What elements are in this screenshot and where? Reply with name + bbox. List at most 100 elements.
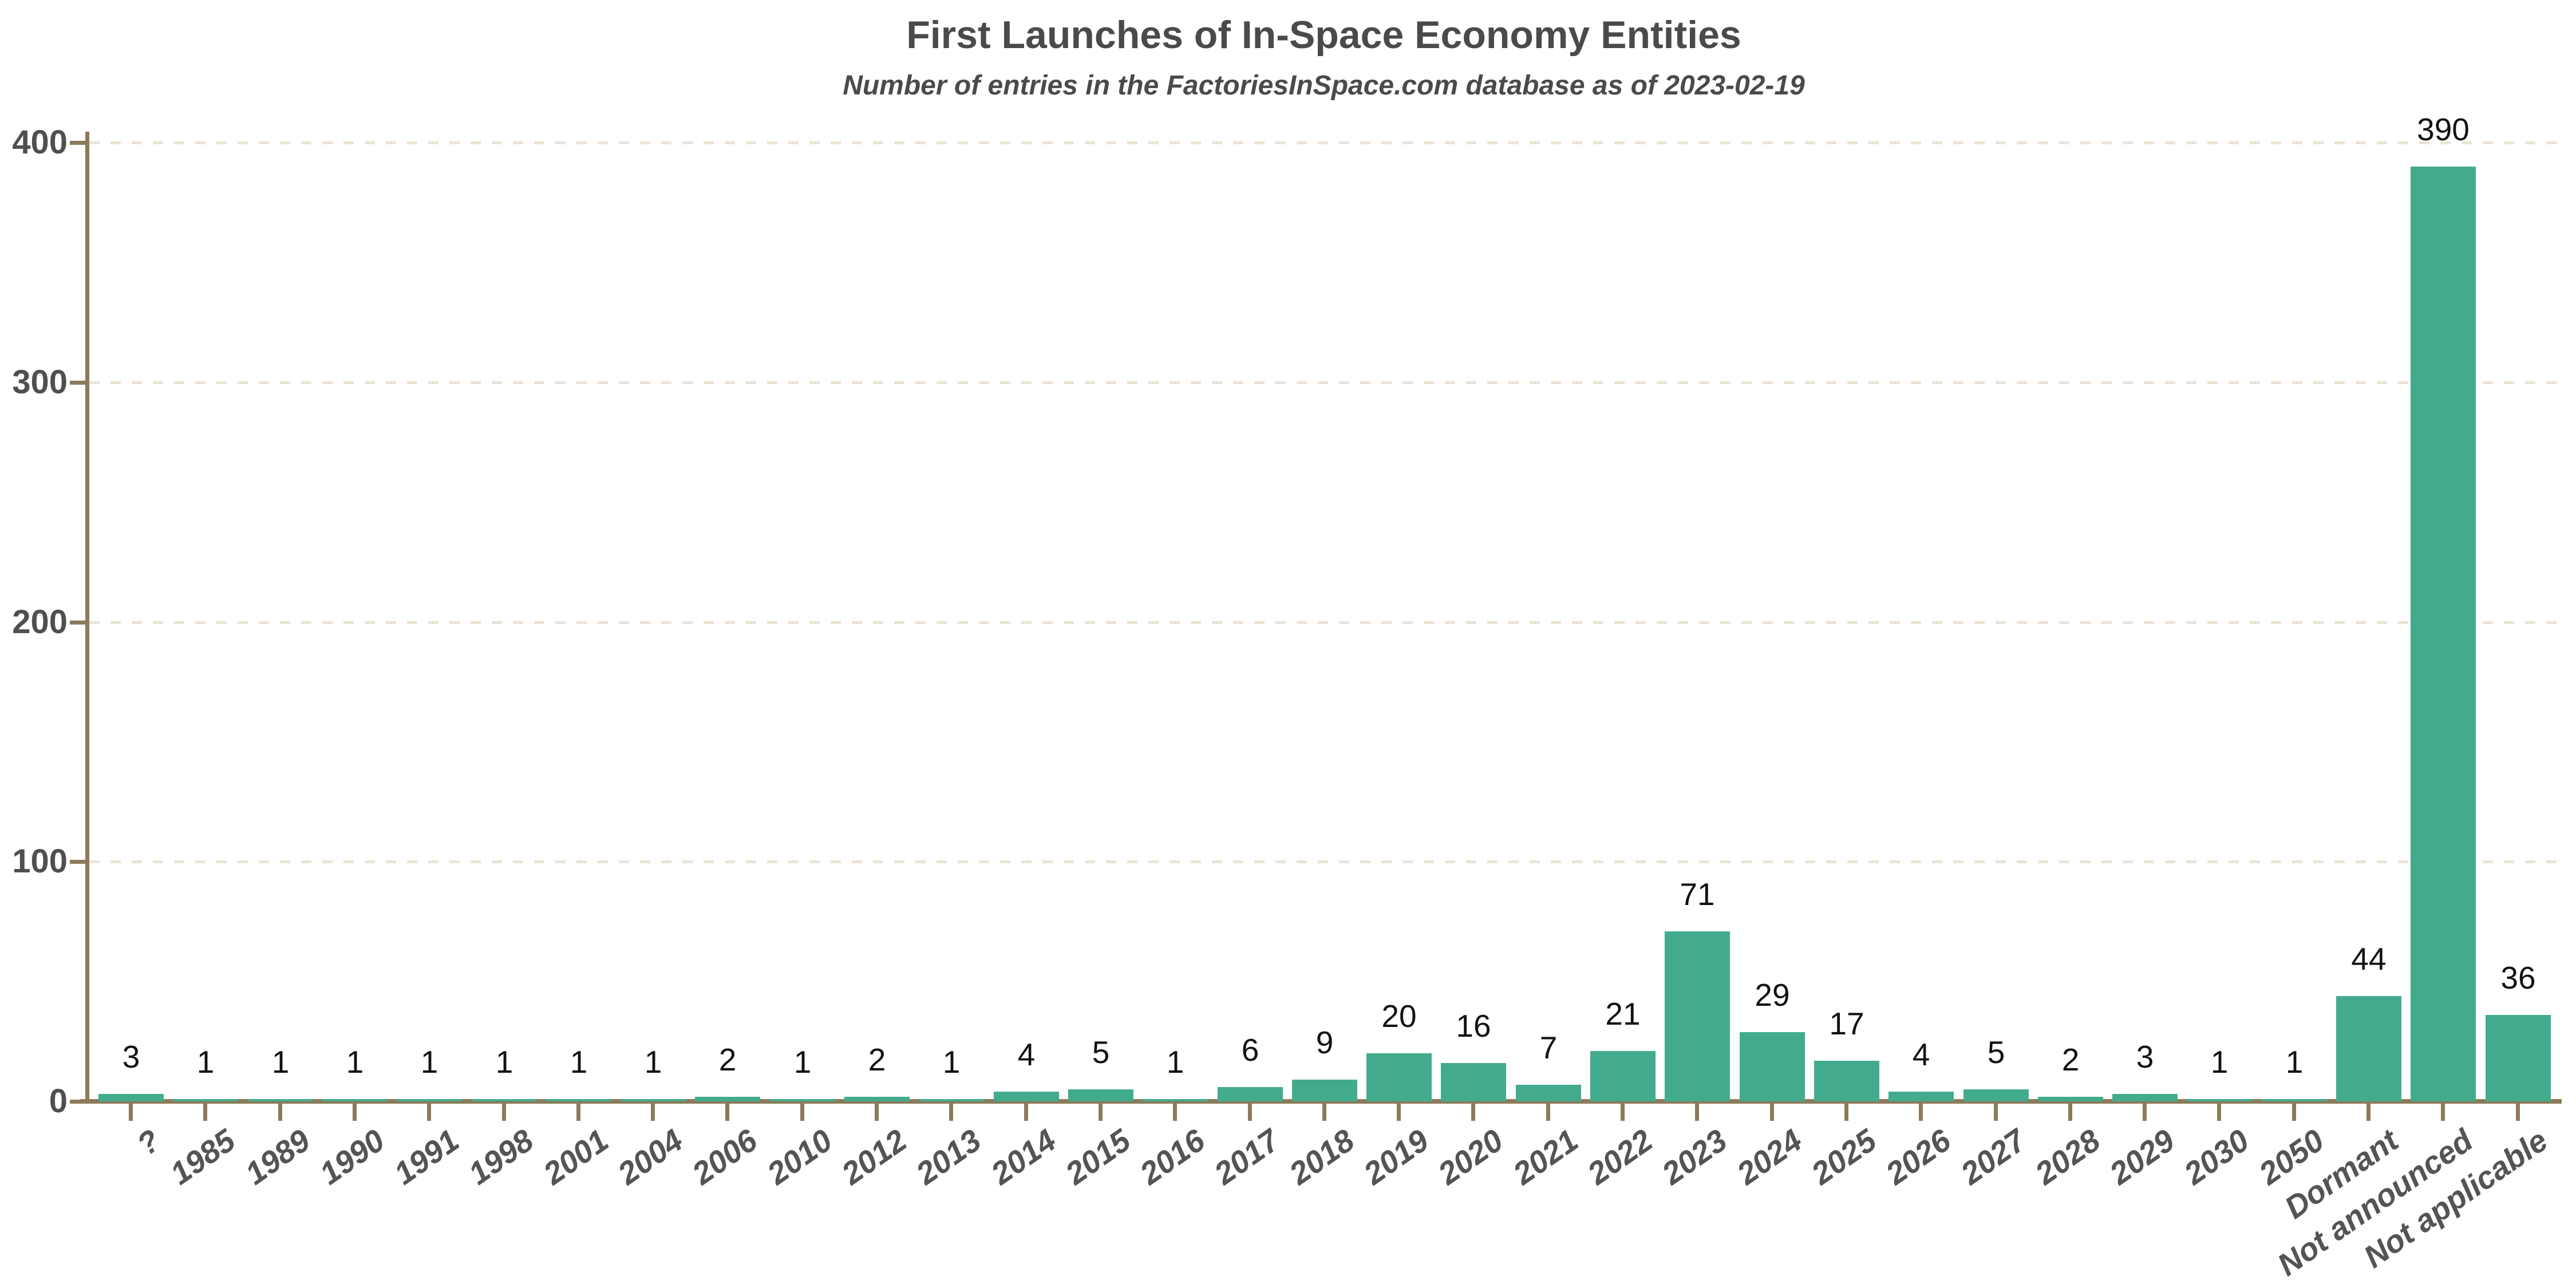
x-tick-label: 2025 — [1804, 1122, 1883, 1192]
x-tick — [2143, 1101, 2147, 1121]
x-tick — [800, 1101, 804, 1121]
bar — [2486, 1015, 2551, 1101]
x-tick-label: 2015 — [1058, 1122, 1137, 1192]
x-tick-label: 2004 — [611, 1122, 689, 1192]
y-tick-label: 300 — [12, 364, 68, 401]
bar — [173, 1099, 238, 1101]
bar-value-label: 1 — [942, 1044, 961, 1080]
x-tick — [1844, 1101, 1848, 1121]
y-gridline — [89, 860, 2562, 863]
x-tick — [1695, 1101, 1699, 1121]
bar-value-label: 1 — [495, 1044, 513, 1080]
y-gridline — [89, 141, 2562, 144]
bar-value-label: 1 — [346, 1044, 364, 1080]
x-tick-label: 2029 — [2103, 1122, 2181, 1192]
bar-value-label: 71 — [1680, 876, 1715, 912]
bar-value-label: 4 — [1912, 1037, 1930, 1072]
x-tick-label: 1985 — [163, 1122, 242, 1192]
x-tick — [1621, 1101, 1625, 1121]
x-tick — [1994, 1101, 1998, 1121]
x-tick-label: 2018 — [1282, 1122, 1361, 1192]
bar — [2262, 1099, 2327, 1101]
bar-value-label: 29 — [1755, 977, 1790, 1013]
x-tick — [1248, 1101, 1252, 1121]
x-tick-label: 2026 — [1879, 1122, 1957, 1192]
bar-value-label: 4 — [1017, 1037, 1036, 1072]
bar — [98, 1094, 164, 1101]
bar — [1888, 1092, 1954, 1101]
x-tick-label: 2022 — [1581, 1122, 1659, 1192]
bar-value-label: 1 — [2285, 1044, 2304, 1080]
x-tick-label: 2013 — [909, 1122, 987, 1192]
y-tick-label: 100 — [12, 843, 68, 880]
bar — [2187, 1099, 2252, 1101]
x-tick-label: 1989 — [238, 1122, 317, 1192]
y-gridline — [89, 381, 2562, 384]
bar-value-label: 1 — [420, 1044, 438, 1080]
x-tick — [203, 1101, 207, 1121]
bar-value-label: 1 — [1166, 1044, 1184, 1080]
y-tick-label: 200 — [12, 603, 68, 641]
bar-value-label: 9 — [1315, 1025, 1334, 1060]
bar-value-label: 6 — [1241, 1032, 1259, 1068]
chart-subtitle: Number of entries in the FactoriesInSpac… — [843, 70, 1805, 101]
y-tick — [70, 1100, 87, 1104]
x-tick-label: 2024 — [1730, 1122, 1808, 1192]
x-tick — [1770, 1101, 1774, 1121]
bar — [546, 1099, 611, 1101]
x-tick — [1397, 1101, 1401, 1121]
y-tick — [70, 141, 87, 145]
bar — [1516, 1085, 1581, 1101]
x-axis — [80, 1099, 2562, 1104]
x-tick-label: 2010 — [760, 1122, 839, 1192]
bar-value-label: 3 — [2136, 1039, 2154, 1074]
x-tick — [1471, 1101, 1475, 1121]
bar — [1665, 931, 1730, 1101]
x-tick — [502, 1101, 506, 1121]
bar-value-label: 3 — [122, 1039, 140, 1074]
bar — [2112, 1094, 2178, 1101]
bar-value-label: 1 — [644, 1044, 662, 1080]
x-tick — [1546, 1101, 1550, 1121]
x-tick-label: 1991 — [387, 1122, 465, 1192]
bar — [770, 1099, 835, 1101]
x-tick — [2068, 1101, 2072, 1121]
x-tick — [875, 1101, 879, 1121]
x-tick-label: 2012 — [835, 1122, 913, 1192]
bar-value-label: 5 — [1987, 1034, 2005, 1070]
bar — [695, 1097, 760, 1101]
bar — [844, 1097, 910, 1101]
x-tick — [651, 1101, 655, 1121]
x-tick — [949, 1101, 953, 1121]
bar-value-label: 17 — [1829, 1006, 1864, 1041]
bar-value-label: 2 — [2061, 1042, 2080, 1077]
x-tick-label: 2014 — [984, 1122, 1062, 1192]
bar-value-label: 1 — [271, 1044, 290, 1080]
bar — [472, 1099, 537, 1101]
bar-value-label: 16 — [1456, 1008, 1491, 1044]
x-tick — [353, 1101, 357, 1121]
x-tick-label: 2027 — [1954, 1122, 2032, 1192]
bar — [1218, 1087, 1283, 1101]
x-tick-label: 2006 — [685, 1122, 764, 1192]
bar-value-label: 2 — [718, 1042, 737, 1077]
x-tick — [725, 1101, 729, 1121]
y-axis — [85, 132, 89, 1104]
y-tick — [70, 860, 87, 864]
x-tick-label: 2030 — [2177, 1122, 2255, 1192]
bar — [2411, 167, 2476, 1101]
chart-title: First Launches of In-Space Economy Entit… — [906, 13, 1741, 57]
bar — [1590, 1051, 1656, 1101]
x-tick — [1322, 1101, 1326, 1121]
bar-value-label: 1 — [196, 1044, 215, 1080]
bar — [621, 1099, 686, 1101]
bar — [1292, 1080, 1357, 1101]
bar — [397, 1099, 462, 1101]
bar — [919, 1099, 984, 1101]
bar — [1814, 1061, 1879, 1101]
x-tick-label: 2020 — [1431, 1122, 1510, 1192]
x-tick — [2217, 1101, 2221, 1121]
bar-value-label: 1 — [793, 1044, 812, 1080]
bar-value-label: 21 — [1605, 996, 1641, 1032]
bar-value-label: 5 — [1092, 1034, 1110, 1070]
